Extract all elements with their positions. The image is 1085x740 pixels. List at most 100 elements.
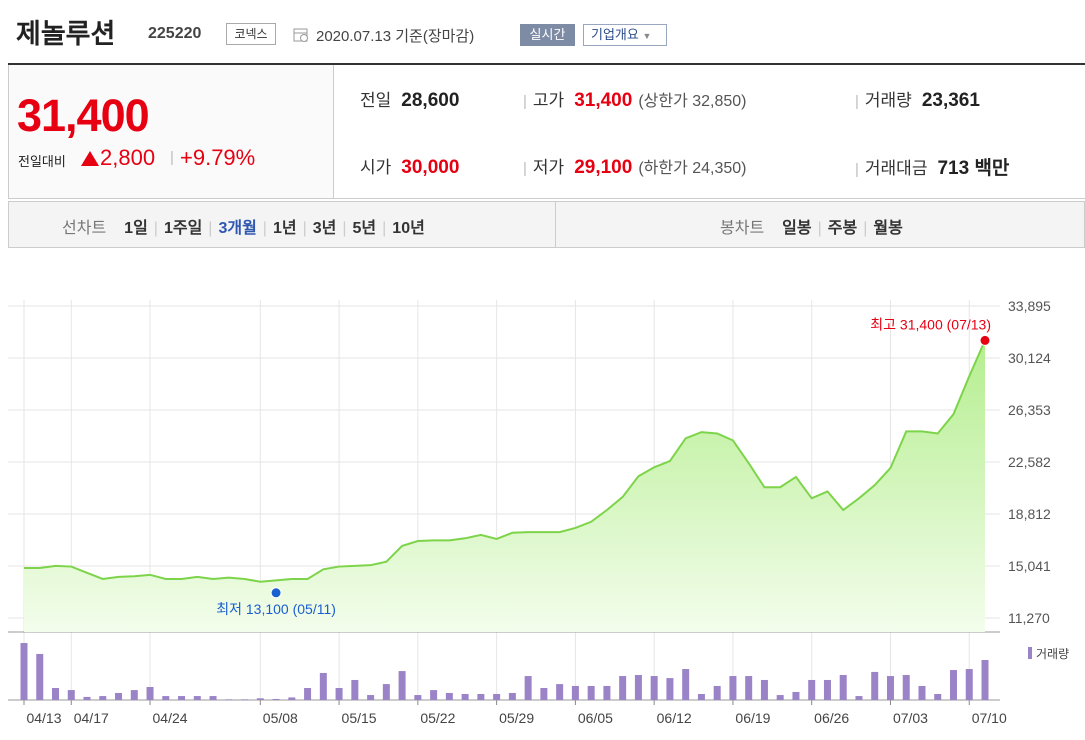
volume-bar: [225, 699, 233, 700]
x-tick-label: 04/24: [153, 710, 188, 726]
tab[interactable]: 주봉: [827, 220, 858, 237]
tab[interactable]: 1일: [124, 220, 148, 237]
dropdown-arrow: ▼: [642, 31, 652, 41]
quote-cell: | 저가 29,100 (하한가 24,350): [523, 153, 747, 179]
quote-label: 전일: [360, 91, 392, 110]
tab-group-label: 봉차트: [720, 220, 765, 237]
volume-bar: [855, 696, 863, 700]
volume-bar: [445, 692, 453, 700]
y-tick-label: 30,124: [1008, 350, 1051, 366]
quote-cell: 시가 30,000: [360, 153, 465, 179]
quote-cell: 전일 28,600: [360, 86, 465, 112]
tab[interactable]: 3개월: [218, 220, 257, 237]
tab[interactable]: 1년: [272, 220, 297, 237]
top-border: [8, 63, 1085, 65]
tab[interactable]: 5년: [352, 220, 377, 237]
tab-separator: |: [817, 220, 822, 237]
volume-bar: [792, 691, 800, 700]
annotation-label: 최고 31,400 (07/13): [870, 316, 991, 332]
volume-bar: [115, 692, 123, 700]
volume-bar: [508, 692, 516, 700]
volume-bar: [288, 697, 296, 700]
stock-code: 225220: [148, 25, 202, 42]
volume-bar: [414, 695, 422, 700]
volume-bar: [745, 676, 753, 700]
x-tick-label: 04/13: [26, 710, 61, 726]
y-tick-label: 18,812: [1008, 506, 1051, 522]
change-label: 전일대비: [18, 154, 66, 169]
annotation-label: 최저 13,100 (05/11): [216, 601, 336, 617]
tab-divider: [555, 201, 556, 248]
candle-chart-tabs: 봉차트 일봉 | 주봉 | 월봉: [720, 214, 909, 238]
annotation-dot: [979, 334, 991, 346]
quote-label: 거래대금: [864, 159, 928, 178]
legend-label: 거래량: [1036, 647, 1069, 661]
volume-bar: [367, 695, 375, 700]
volume-bar: [949, 670, 957, 700]
volume-bar: [382, 684, 390, 700]
quote-value: 31,400: [574, 90, 633, 111]
current-price: 31,400: [17, 90, 150, 141]
volume-bar: [619, 676, 627, 700]
company-info-button[interactable]: 기업개요 ▼: [583, 24, 667, 46]
volume-bar: [918, 685, 926, 700]
quote-label: 거래량: [864, 91, 912, 110]
separator: |: [523, 160, 527, 177]
y-tick-label: 33,895: [1008, 298, 1051, 314]
volume-bar: [524, 676, 532, 700]
volume-bar: [52, 688, 60, 700]
y-tick-label: 15,041: [1008, 558, 1051, 574]
price-line: [24, 340, 986, 583]
tab-separator: |: [302, 220, 307, 237]
volume-bar: [241, 699, 249, 700]
realtime-button[interactable]: 실시간: [520, 24, 575, 46]
volume-bar: [713, 685, 721, 700]
tab[interactable]: 10년: [392, 220, 425, 237]
quote-value: 713 백만: [937, 158, 1010, 179]
volume-bar: [130, 690, 138, 700]
line-chart-tabs: 선차트 1일 | 1주일 | 3개월 | 1년 | 3년 | 5년 | 10년: [62, 214, 431, 238]
volume-bar: [99, 696, 107, 700]
quote-cell: | 거래대금 713 백만: [855, 153, 1015, 180]
quote-label: 저가: [532, 158, 565, 177]
tab[interactable]: 일봉: [782, 220, 812, 237]
quote-label: 고가: [532, 91, 565, 110]
volume-bar: [256, 698, 264, 700]
volume-bar: [934, 694, 942, 700]
tab-separator: |: [863, 220, 868, 237]
legend-swatch: [1028, 647, 1032, 659]
volume-bar: [587, 685, 595, 700]
separator: |: [523, 93, 527, 110]
x-tick-label: 05/29: [499, 710, 534, 726]
volume-bar: [682, 669, 690, 700]
quote-note: (하한가 24,350): [638, 160, 747, 177]
y-tick-label: 26,353: [1008, 402, 1051, 418]
volume-bar: [965, 669, 973, 700]
x-tick-label: 07/10: [972, 710, 1007, 726]
volume-bar: [319, 672, 327, 700]
volume-bar: [430, 690, 438, 700]
tab[interactable]: 1주일: [163, 220, 203, 237]
volume-bar: [729, 676, 737, 700]
quote-value: 28,600: [401, 90, 460, 111]
volume-bar: [351, 679, 359, 700]
y-tick-label: 22,582: [1008, 454, 1051, 470]
volume-bar: [272, 698, 280, 700]
volume-bar: [760, 679, 768, 700]
volume-bar: [398, 671, 406, 700]
volume-bar: [36, 653, 44, 700]
tab-separator: |: [208, 220, 213, 237]
volume-bar: [20, 643, 28, 700]
volume-bar: [634, 675, 642, 700]
quote-bottom: [334, 198, 1085, 199]
tab[interactable]: 월봉: [873, 220, 903, 237]
volume-bar: [335, 688, 343, 700]
tab-separator: |: [262, 220, 267, 237]
quote-cell: | 고가 31,400 (상한가 32,850): [523, 86, 747, 112]
stock-name: 제놀루션: [16, 19, 116, 49]
volume-bar: [493, 694, 501, 700]
volume-bar: [902, 675, 910, 700]
volume-bar: [162, 696, 170, 700]
tab[interactable]: 3년: [312, 220, 337, 237]
x-tick-label: 06/05: [578, 710, 613, 726]
